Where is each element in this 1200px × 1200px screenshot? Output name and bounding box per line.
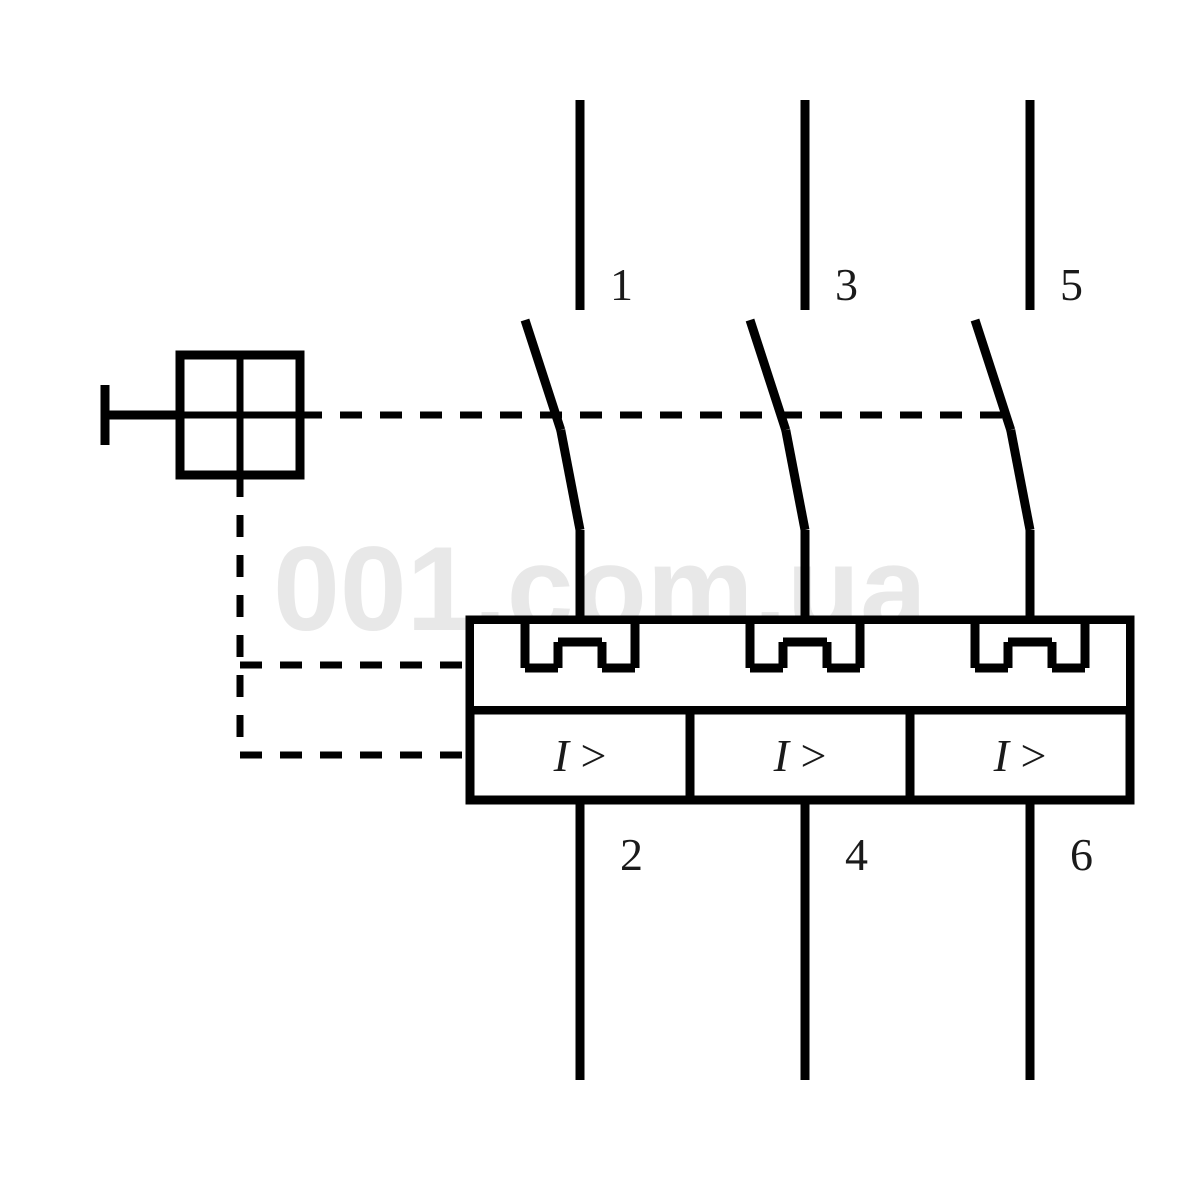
overcurrent-label: I > [553,730,607,781]
terminal-bottom-label: 6 [1070,829,1093,880]
terminal-top-label: 1 [610,259,633,310]
contact-arm [786,430,805,530]
circuit-breaker-schematic: 001.com.ua 135I >I >I >246 [0,0,1200,1200]
terminal-bottom-label: 2 [620,829,643,880]
terminal-top-label: 5 [1060,259,1083,310]
terminal-top-label: 3 [835,259,858,310]
contact-arm [561,430,580,530]
overcurrent-label: I > [773,730,827,781]
contact-arm [1011,430,1030,530]
terminal-bottom-label: 4 [845,829,868,880]
overcurrent-label: I > [993,730,1047,781]
